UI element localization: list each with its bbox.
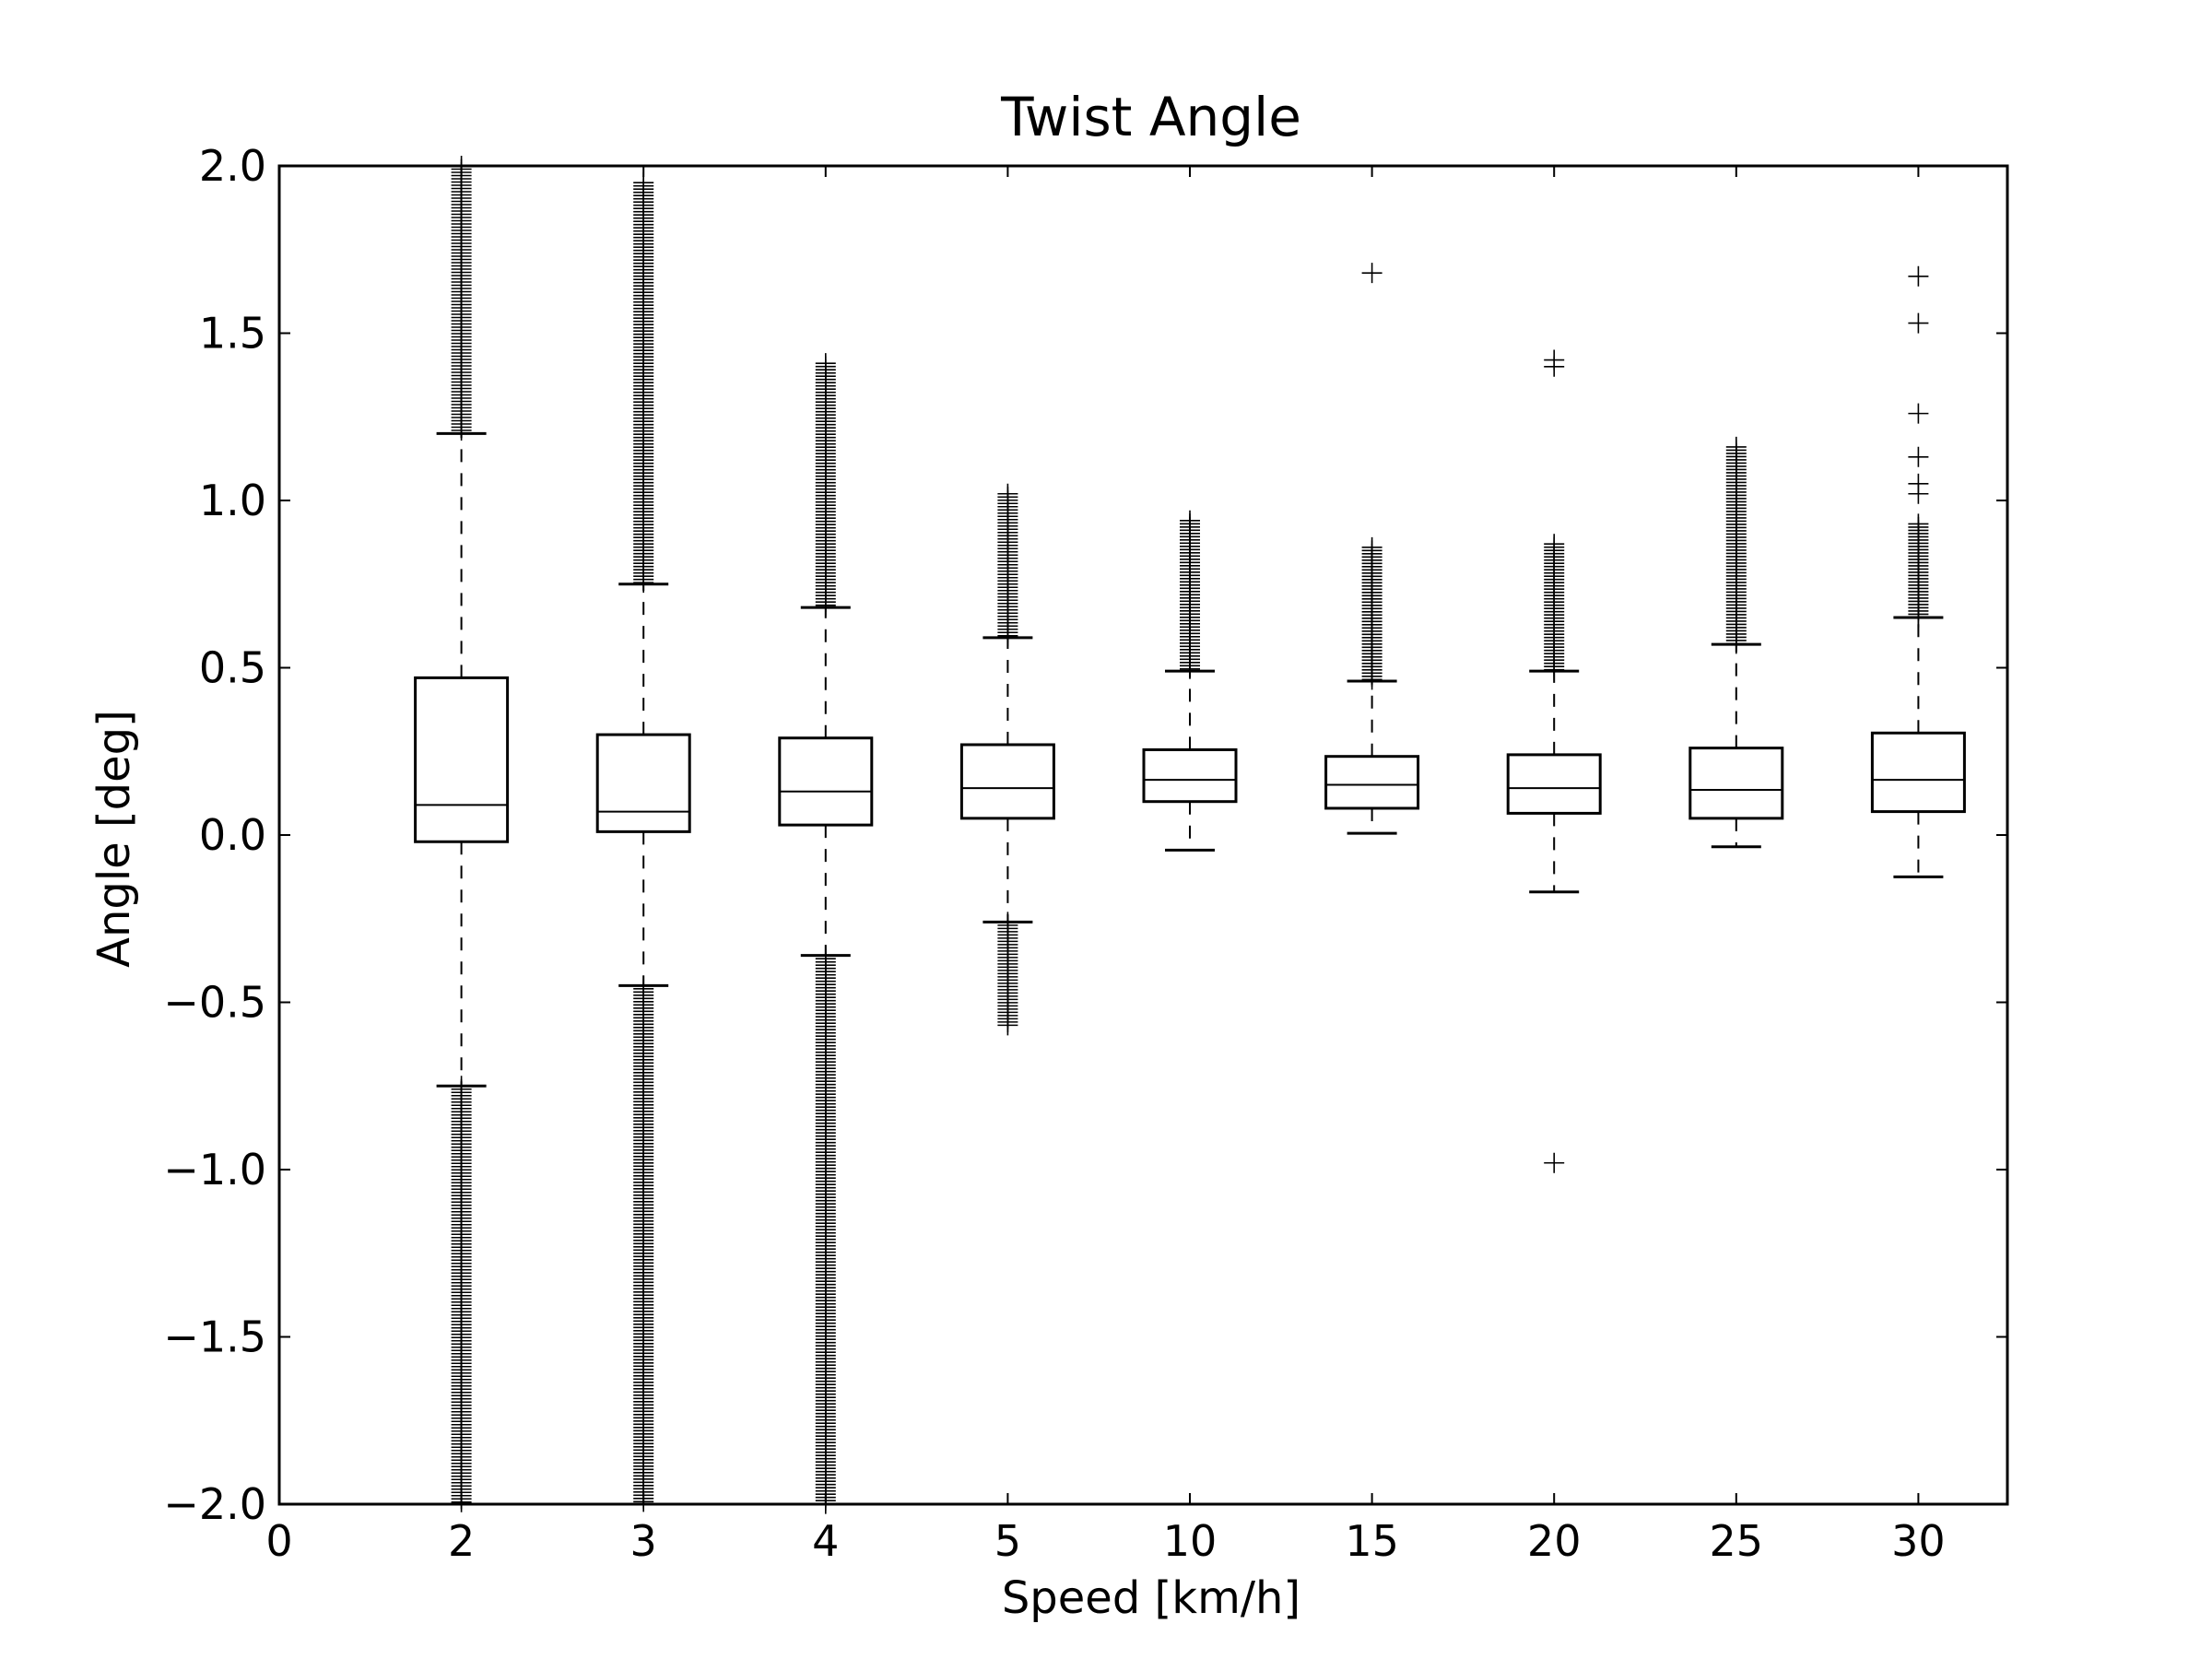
iqr-box <box>595 733 691 833</box>
y-tick-label: −1.0 <box>163 1145 266 1194</box>
outlier-marker <box>815 594 836 616</box>
outlier-marker <box>997 1015 1018 1036</box>
y-tick-label: 0.0 <box>199 810 266 860</box>
y-tick-label: 2.0 <box>199 141 266 191</box>
x-axis-label: Speed [km/h] <box>1002 1572 1300 1624</box>
outlier-marker <box>633 572 654 594</box>
iqr-box <box>1142 747 1238 804</box>
y-tick-label: 1.5 <box>199 309 266 359</box>
y-tick-label: −1.5 <box>163 1312 266 1362</box>
iqr-box <box>959 743 1055 820</box>
iqr-box <box>1870 731 1966 814</box>
x-tick-label: 20 <box>1527 1516 1582 1566</box>
plot-frame <box>277 164 2009 1506</box>
outlier-marker <box>1544 349 1565 371</box>
x-tick-label: 15 <box>1345 1516 1399 1566</box>
iqr-box <box>1688 747 1784 820</box>
outlier-marker <box>1908 473 1929 494</box>
outlier-marker <box>1361 669 1382 690</box>
y-tick-label: 1.0 <box>199 476 266 525</box>
x-tick-label: 3 <box>630 1516 657 1566</box>
iqr-box <box>778 736 874 827</box>
outlier-marker <box>1725 633 1747 654</box>
outlier-marker <box>1180 658 1200 679</box>
outlier-marker <box>451 1491 472 1512</box>
chart-title: Twist Angle <box>1000 86 1301 148</box>
x-tick-label: 4 <box>812 1516 839 1566</box>
y-tick-label: −2.0 <box>163 1479 266 1529</box>
y-tick-label: 0.5 <box>199 643 266 693</box>
x-tick-label: 2 <box>448 1516 475 1566</box>
x-tick-label: 5 <box>994 1516 1021 1566</box>
x-tick-label: 10 <box>1163 1516 1218 1566</box>
y-tick-label: −0.5 <box>163 978 266 1028</box>
outlier-marker <box>1544 1152 1565 1173</box>
outlier-marker <box>633 1491 654 1512</box>
outlier-marker <box>1908 606 1929 628</box>
x-tick-label: 30 <box>1891 1516 1946 1566</box>
outlier-marker <box>1908 446 1929 467</box>
outlier-marker <box>1544 659 1565 680</box>
outlier-marker <box>1908 312 1929 334</box>
iqr-box <box>1506 753 1602 815</box>
outlier-marker <box>1908 403 1929 424</box>
plot-area: −2.0 −1.5 −1.0 −0.5 0.0 0.5 1.0 1.5 2.0 0 2 3 4 5 10 15… <box>163 141 2009 1566</box>
y-axis-label: Angle [deg] <box>88 710 140 968</box>
outlier-marker <box>1361 263 1382 284</box>
outlier-marker <box>451 420 472 441</box>
iqr-box <box>414 676 510 843</box>
outlier-marker <box>1908 265 1929 287</box>
outlier-marker <box>997 625 1018 646</box>
iqr-box <box>1324 755 1420 810</box>
x-tick-label: 25 <box>1710 1516 1764 1566</box>
x-tick-label: 0 <box>265 1516 292 1566</box>
